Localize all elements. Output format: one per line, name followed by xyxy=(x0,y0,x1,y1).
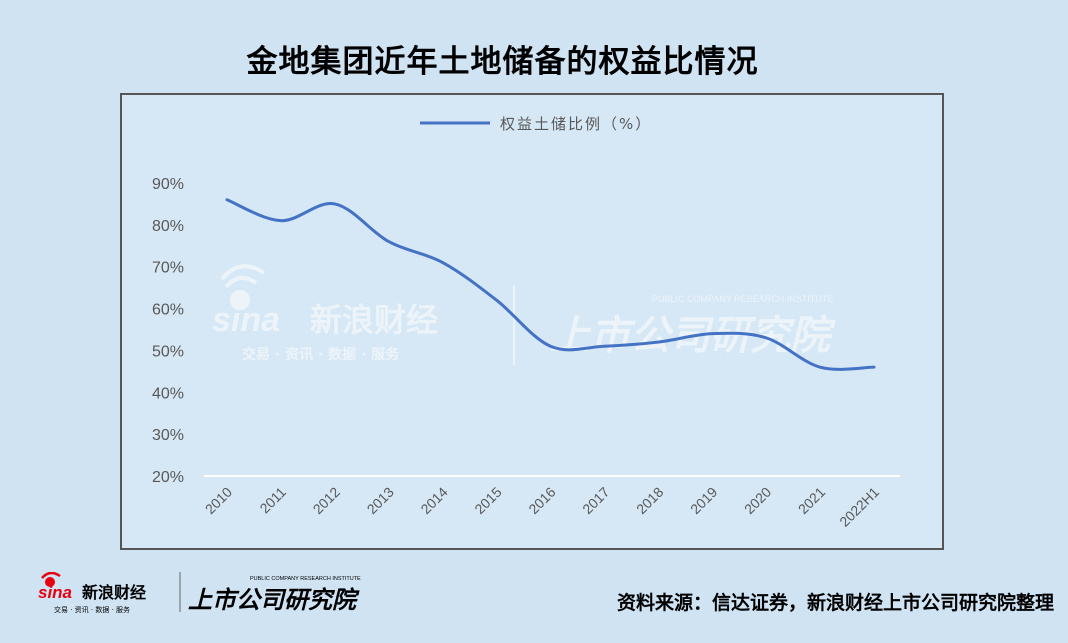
sina-eye-icon-small xyxy=(41,572,61,587)
line-chart: sina 新浪财经 交易 · 资讯 · 数据 · 服务 PUBLIC COMPA… xyxy=(152,115,900,530)
source-note: 资料来源：信达证券，新浪财经上市公司研究院整理 xyxy=(616,592,1054,614)
x-tick-label: 2021 xyxy=(795,484,828,517)
institute-sub-small: PUBLIC COMPANY RESEARCH INSTITUTE xyxy=(250,576,361,582)
y-tick-label: 30% xyxy=(152,427,184,444)
series-line-equity-ratio xyxy=(225,198,876,371)
x-axis: 2010 2011 2012 2013 2014 2015 2016 2017 2018 2019… xyxy=(202,484,882,530)
y-tick-label: 40% xyxy=(152,385,184,402)
watermark: sina 新浪财经 交易 · 资讯 · 数据 · 服务 PUBLIC COMPA… xyxy=(212,264,836,365)
sina-eye-icon xyxy=(220,264,266,310)
x-tick-label: 2014 xyxy=(417,484,450,517)
x-tick-label: 2019 xyxy=(687,484,720,517)
x-tick-label: 2017 xyxy=(579,484,612,517)
y-tick-label: 70% xyxy=(152,260,184,277)
y-axis: 90% 80% 70% 60% 50% 40% 30% 20% xyxy=(152,176,184,486)
chart-frame: sina 新浪财经 交易 · 资讯 · 数据 · 服务 PUBLIC COMPA… xyxy=(120,93,944,550)
chart-legend: 权益土储比例（%） xyxy=(420,115,652,133)
y-tick-label: 50% xyxy=(152,343,184,360)
bottom-logo: sina 新浪财经 交易 · 资讯 · 数据 · 服务 PUBLIC COMPA… xyxy=(38,572,361,614)
brand-sub: 交易 · 资讯 · 数据 · 服务 xyxy=(242,346,400,363)
x-tick-label: 2020 xyxy=(741,484,774,517)
institute-text-small: 上市公司研究院 xyxy=(188,586,360,614)
brand-sub-small: 交易 · 资讯 · 数据 · 服务 xyxy=(54,605,130,614)
x-tick-label: 2012 xyxy=(310,484,343,517)
page-title: 金地集团近年土地储备的权益比情况 xyxy=(246,44,759,80)
x-tick-label: 2016 xyxy=(525,484,558,517)
x-tick-label: 2013 xyxy=(364,484,397,517)
y-tick-label: 80% xyxy=(152,218,184,235)
brand-text-small: 新浪财经 xyxy=(82,583,146,602)
brand-text: 新浪财经 xyxy=(310,301,438,339)
x-tick-label: 2018 xyxy=(633,484,666,517)
sina-logo-text: sina xyxy=(212,301,280,339)
x-tick-label: 2015 xyxy=(471,484,504,517)
y-tick-label: 90% xyxy=(152,176,184,193)
x-tick-label: 2022H1 xyxy=(836,484,882,530)
legend-label: 权益土储比例（%） xyxy=(500,115,652,133)
y-tick-label: 20% xyxy=(152,469,184,486)
x-tick-label: 2011 xyxy=(256,484,289,517)
institute-sub: PUBLIC COMPANY RESEARCH INSTITUTE xyxy=(652,294,833,304)
x-tick-label: 2010 xyxy=(202,484,235,517)
sina-logo-small: sina xyxy=(38,583,72,602)
y-tick-label: 60% xyxy=(152,302,184,319)
